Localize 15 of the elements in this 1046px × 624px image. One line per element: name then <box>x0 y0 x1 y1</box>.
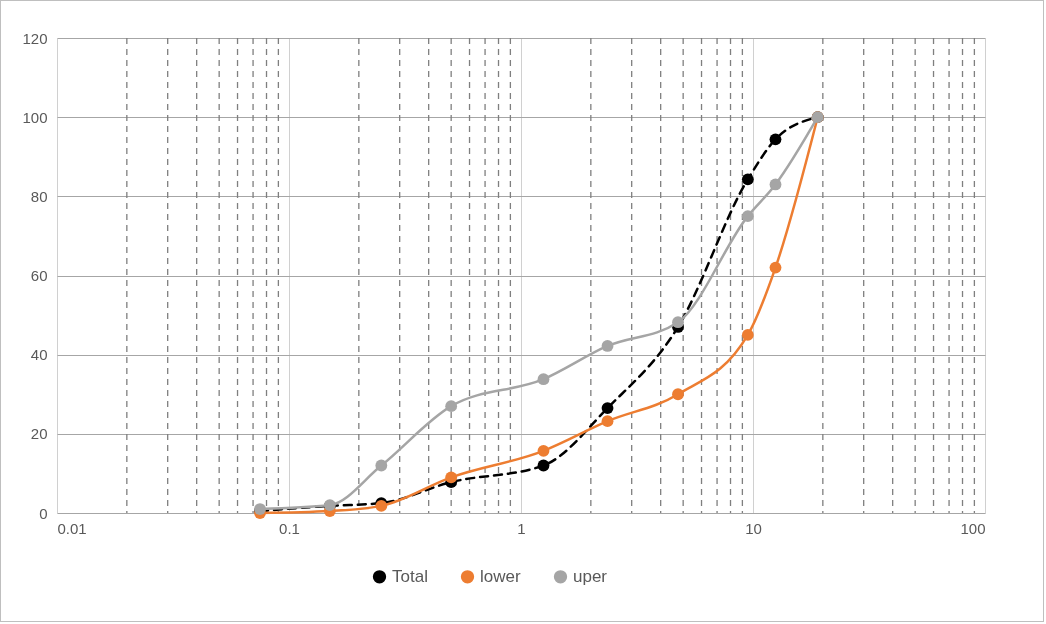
y-tick-label: 40 <box>30 346 48 364</box>
x-tick-label: 1 <box>517 519 526 537</box>
y-tick-label: 120 <box>22 29 48 47</box>
x-tick-label: 0.1 <box>279 519 300 537</box>
y-tick-label: 20 <box>30 425 48 443</box>
y-tick-label: 80 <box>30 187 48 205</box>
legend-label: uper <box>573 566 608 586</box>
legend-label: Total <box>392 566 428 586</box>
y-tick-label: 0 <box>39 504 48 522</box>
x-tick-label: 100 <box>960 519 986 537</box>
y-tick-label: 60 <box>30 267 48 284</box>
legend-label: lower <box>480 566 521 586</box>
x-tick-label: 0.01 <box>57 519 87 537</box>
x-tick-label: 10 <box>745 519 762 537</box>
y-tick-label: 100 <box>22 108 48 126</box>
